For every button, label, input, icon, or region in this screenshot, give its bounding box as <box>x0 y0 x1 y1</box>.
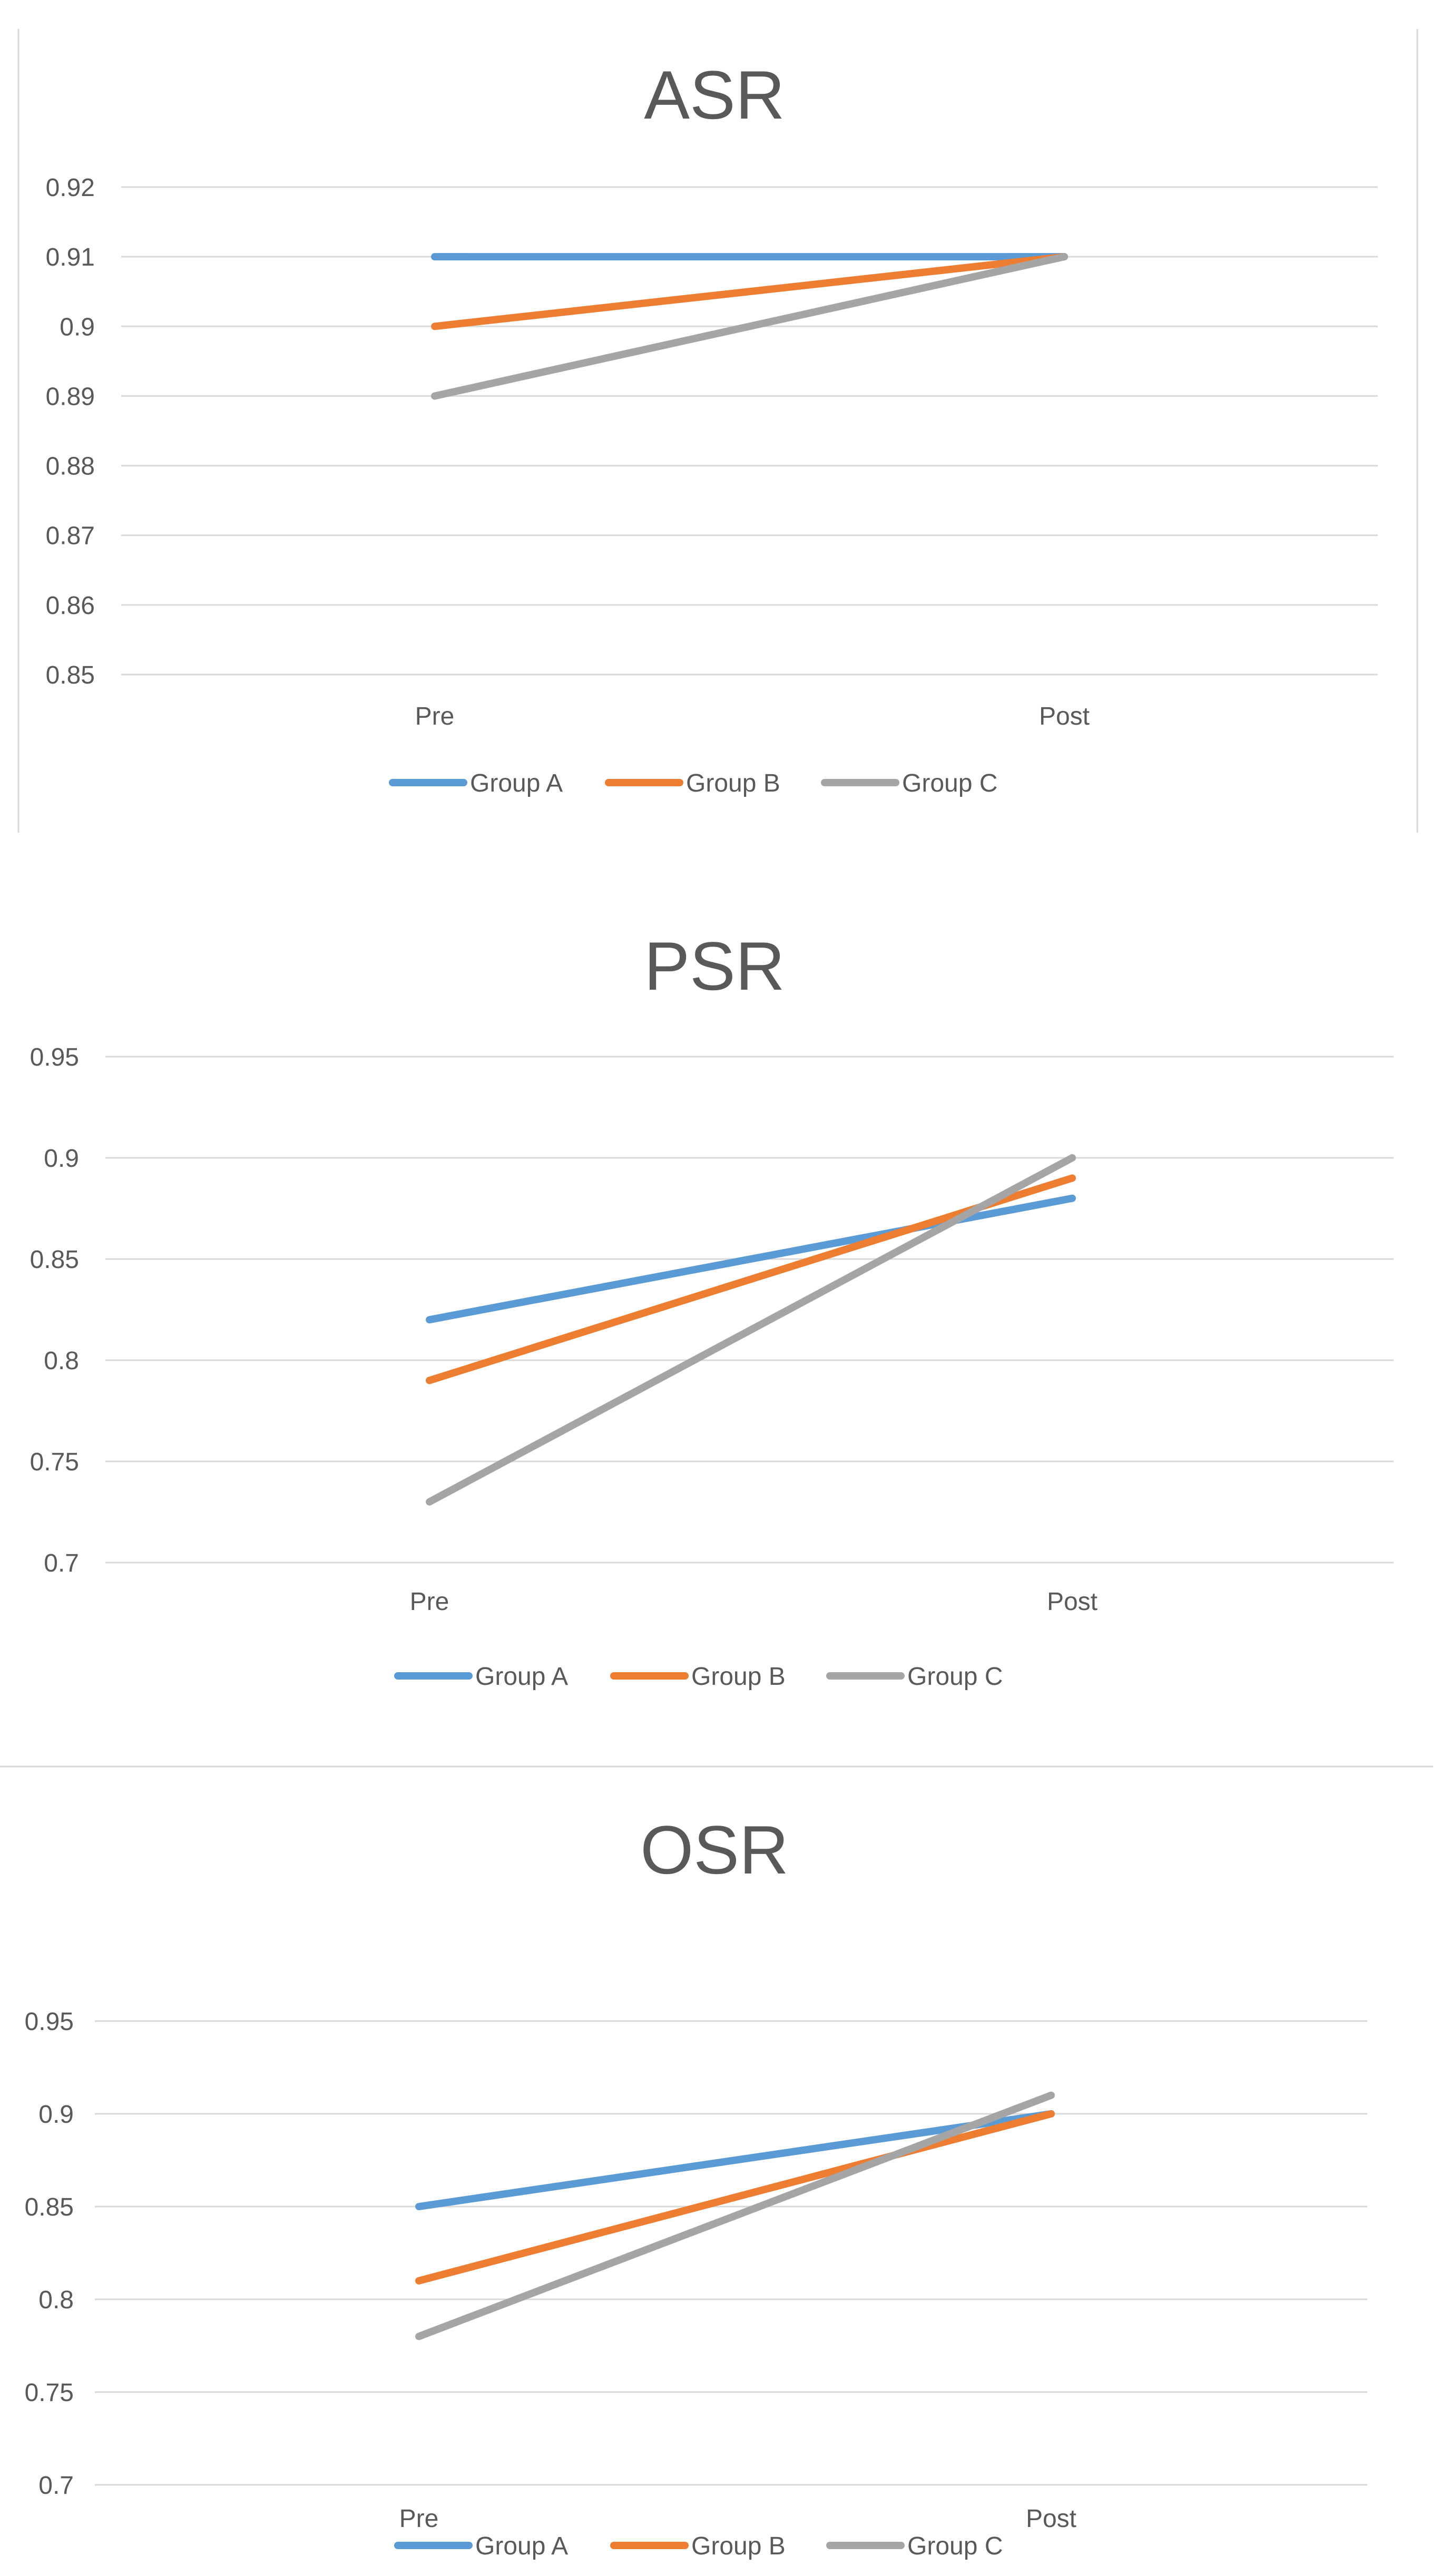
series-line-group-c <box>415 2091 1055 2340</box>
series-line-group-a <box>415 2110 1055 2210</box>
legend-item-group-c: Group C <box>821 769 997 797</box>
legend-label: Group A <box>470 769 563 797</box>
asr-chart: ASR 0.92 0.91 0.9 0.89 0.88 0.87 0.86 0.85 Pre Pos… <box>46 56 1378 797</box>
legend-item-group-c: Group C <box>826 2532 1003 2560</box>
legend-label: Group A <box>475 1663 568 1691</box>
x-tick-label-pre: Pre <box>415 702 455 730</box>
y-tick-label: 0.9 <box>38 2101 74 2129</box>
y-tick-label: 0.95 <box>30 1043 79 1071</box>
y-tick-label: 0.95 <box>25 2008 74 2036</box>
y-tick-label: 0.8 <box>38 2286 74 2314</box>
y-tick-label: 0.85 <box>46 661 95 689</box>
x-tick-label-pre: Pre <box>410 1588 449 1616</box>
legend-item-group-a: Group A <box>389 769 563 797</box>
y-tick-label: 0.7 <box>44 1549 79 1577</box>
chart-title: ASR <box>644 56 785 133</box>
y-tick-label: 0.75 <box>30 1448 79 1476</box>
legend-label: Group A <box>475 2532 568 2560</box>
y-tick-label: 0.92 <box>46 174 95 202</box>
legend-item-group-b: Group B <box>610 1663 786 1691</box>
legend-label: Group B <box>686 769 780 797</box>
x-tick-label-post: Post <box>1039 702 1090 730</box>
y-tick-label: 0.75 <box>25 2379 74 2407</box>
y-tick-label: 0.85 <box>25 2193 74 2221</box>
chart-title: OSR <box>640 1811 789 1888</box>
legend-label: Group B <box>691 2532 786 2560</box>
x-tick-label-post: Post <box>1026 2505 1076 2533</box>
x-tick-label-pre: Pre <box>399 2505 439 2533</box>
y-tick-label: 0.91 <box>46 243 95 271</box>
series-line-group-c <box>431 253 1068 400</box>
y-tick-label: 0.86 <box>46 592 95 620</box>
osr-chart: OSR 0.95 0.9 0.85 0.8 0.75 0.7 Pre Post Group A Gr… <box>25 1811 1367 2560</box>
x-tick-label-post: Post <box>1047 1588 1098 1616</box>
legend-item-group-b: Group B <box>610 2532 786 2560</box>
y-tick-label: 0.88 <box>46 453 95 481</box>
chart-frames <box>0 29 1433 1768</box>
legend-label: Group C <box>907 1663 1003 1691</box>
legend-item-group-c: Group C <box>826 1663 1003 1691</box>
y-tick-label: 0.87 <box>46 522 95 550</box>
series-line-group-b <box>431 253 1068 330</box>
legend-label: Group B <box>691 1663 786 1691</box>
y-tick-label: 0.9 <box>44 1145 79 1173</box>
y-tick-label: 0.89 <box>46 383 95 411</box>
legend-item-group-a: Group A <box>394 2532 568 2560</box>
chart-title: PSR <box>644 928 785 1004</box>
legend-item-group-b: Group B <box>605 769 780 797</box>
series-line-group-c <box>426 1154 1076 1506</box>
y-tick-label: 0.7 <box>38 2472 74 2500</box>
psr-chart: PSR 0.95 0.9 0.85 0.8 0.75 0.7 Pre Post Group A Gr… <box>30 928 1394 1691</box>
y-tick-label: 0.85 <box>30 1246 79 1274</box>
legend-label: Group C <box>902 769 997 797</box>
legend-label: Group C <box>907 2532 1003 2560</box>
legend-item-group-a: Group A <box>394 1663 568 1691</box>
series-line-group-b <box>415 2110 1055 2285</box>
y-tick-label: 0.8 <box>44 1347 79 1375</box>
y-tick-label: 0.9 <box>60 313 95 341</box>
